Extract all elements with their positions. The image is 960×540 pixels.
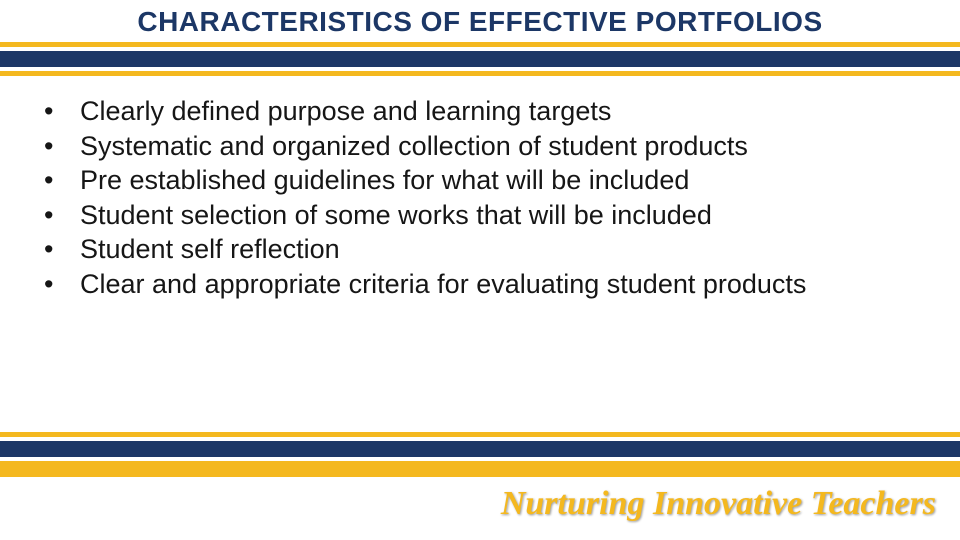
bullet-item: Clearly defined purpose and learning tar… — [36, 94, 924, 129]
band-gold-thick — [0, 461, 960, 477]
bullet-item: Student selection of some works that wil… — [36, 198, 924, 233]
content-area: Clearly defined purpose and learning tar… — [0, 76, 960, 301]
band-navy-thick-top — [0, 51, 960, 67]
bullet-item: Clear and appropriate criteria for evalu… — [36, 267, 924, 302]
bullet-item: Student self reflection — [36, 232, 924, 267]
bullet-item: Pre established guidelines for what will… — [36, 163, 924, 198]
top-band-group — [0, 42, 960, 76]
bullet-item: Systematic and organized collection of s… — [36, 129, 924, 164]
slide-title: CHARACTERISTICS OF EFFECTIVE PORTFOLIOS — [0, 0, 960, 42]
bottom-band-group — [0, 432, 960, 477]
bullet-list: Clearly defined purpose and learning tar… — [36, 94, 924, 301]
footer-tagline: Nurturing Innovative Teachers — [501, 485, 936, 523]
band-navy-thick — [0, 441, 960, 457]
